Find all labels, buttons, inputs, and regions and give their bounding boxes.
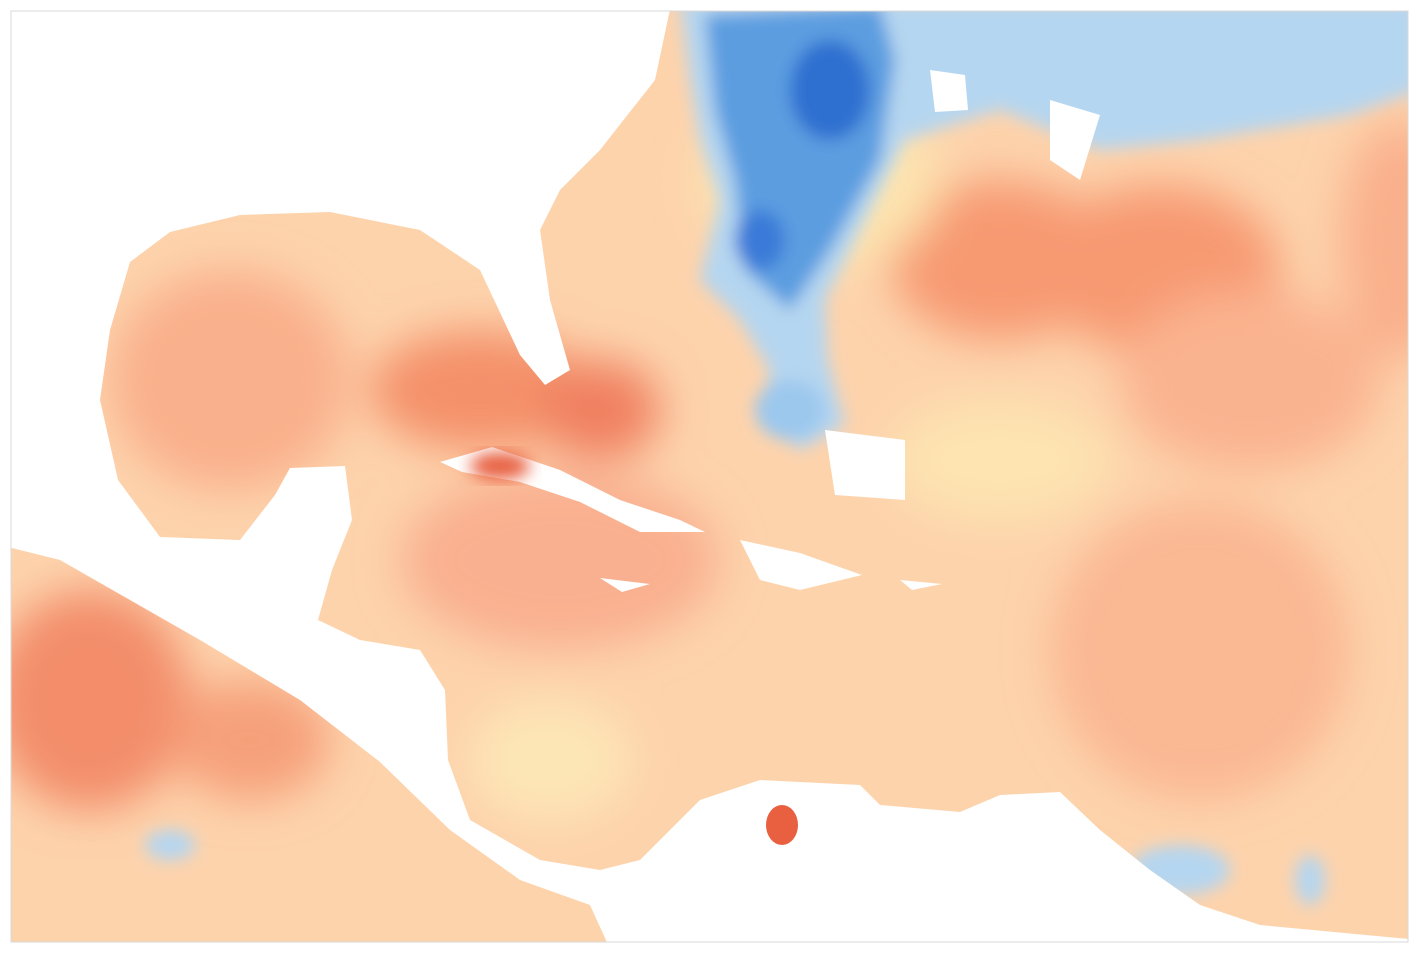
hot-spot xyxy=(766,805,798,845)
hot-spot xyxy=(470,452,530,480)
map-frame xyxy=(10,10,1409,943)
cool-anomalies xyxy=(145,11,1408,905)
